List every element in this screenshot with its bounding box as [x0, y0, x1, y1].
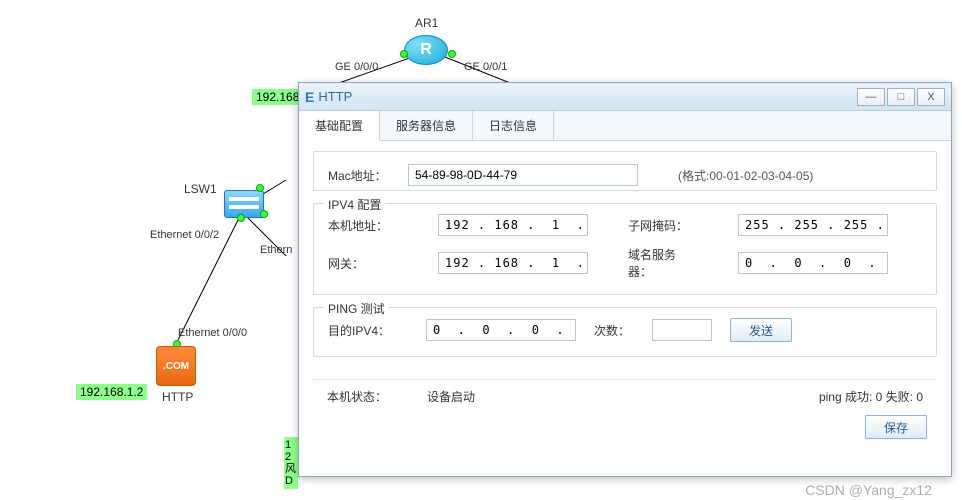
close-button[interactable]: X	[917, 88, 945, 106]
ipv4-fieldset: IPV4 配置 本机地址： 子网掩码： 网关： 域名服务器：	[313, 203, 937, 295]
switch-icon[interactable]	[224, 190, 264, 218]
ip-label-left: 192.168	[252, 89, 303, 105]
window-title: HTTP	[318, 89, 352, 104]
save-button[interactable]: 保存	[865, 415, 927, 439]
router-icon[interactable]: R	[404, 35, 448, 65]
addr-label: 本机地址：	[328, 217, 408, 234]
switch-label: LSW1	[184, 182, 217, 196]
server-icon[interactable]: .COM	[156, 346, 196, 386]
port-ge001: GE 0/0/1	[464, 61, 507, 73]
green-strip: 1 2 风 D	[284, 437, 298, 489]
server-label: HTTP	[162, 390, 193, 404]
http-config-window: E HTTP — □ X 基础配置 服务器信息 日志信息 Mac地址： (格式:…	[298, 82, 952, 477]
send-button[interactable]: 发送	[730, 318, 792, 342]
status-label: 本机状态：	[327, 388, 427, 405]
mac-input[interactable]	[408, 164, 638, 186]
ipv4-legend: IPV4 配置	[324, 196, 385, 213]
dns-label: 域名服务器：	[628, 246, 698, 280]
panel-basic: Mac地址： (格式:00-01-02-03-04-05) IPV4 配置 本机…	[299, 141, 951, 379]
maximize-button[interactable]: □	[887, 88, 915, 106]
mac-row: Mac地址： (格式:00-01-02-03-04-05)	[313, 151, 937, 191]
router-label: AR1	[415, 16, 438, 30]
app-logo: E	[305, 89, 314, 105]
dns-input[interactable]	[738, 252, 888, 274]
port-eth002: Ethernet 0/0/2	[150, 229, 219, 241]
port-ethern: Ethern	[260, 244, 292, 256]
port-ge000: GE 0/0/0	[335, 61, 378, 73]
tab-basic[interactable]: 基础配置	[299, 111, 380, 141]
mask-input[interactable]	[738, 214, 888, 236]
ping-count-input[interactable]	[652, 319, 712, 341]
mac-label: Mac地址：	[328, 167, 408, 184]
tab-log[interactable]: 日志信息	[473, 111, 554, 140]
ping-result: ping 成功: 0 失败: 0	[819, 388, 923, 405]
gw-input[interactable]	[438, 252, 588, 274]
ping-fieldset: PING 测试 目的IPV4： 次数： 发送	[313, 307, 937, 357]
status-value: 设备启动	[427, 388, 475, 405]
tab-server[interactable]: 服务器信息	[380, 111, 473, 140]
ping-count-label: 次数：	[594, 322, 634, 339]
port-eth000: Ethernet 0/0/0	[178, 327, 247, 339]
status-line: 本机状态： 设备启动 ping 成功: 0 失败: 0	[313, 379, 937, 409]
mac-hint: (格式:00-01-02-03-04-05)	[678, 167, 813, 184]
minimize-button[interactable]: —	[857, 88, 885, 106]
server-badge: .COM	[163, 361, 189, 372]
watermark: CSDN @Yang_zx12	[805, 482, 932, 498]
titlebar[interactable]: E HTTP — □ X	[299, 83, 951, 111]
ping-dst-label: 目的IPV4：	[328, 322, 408, 339]
gw-label: 网关：	[328, 255, 408, 272]
addr-input[interactable]	[438, 214, 588, 236]
ping-legend: PING 测试	[324, 300, 389, 317]
server-ip: 192.168.1.2	[76, 384, 147, 400]
ping-dst-input[interactable]	[426, 319, 576, 341]
mask-label: 子网掩码：	[628, 217, 698, 234]
router-letter: R	[420, 41, 432, 59]
tabs: 基础配置 服务器信息 日志信息	[299, 111, 951, 141]
